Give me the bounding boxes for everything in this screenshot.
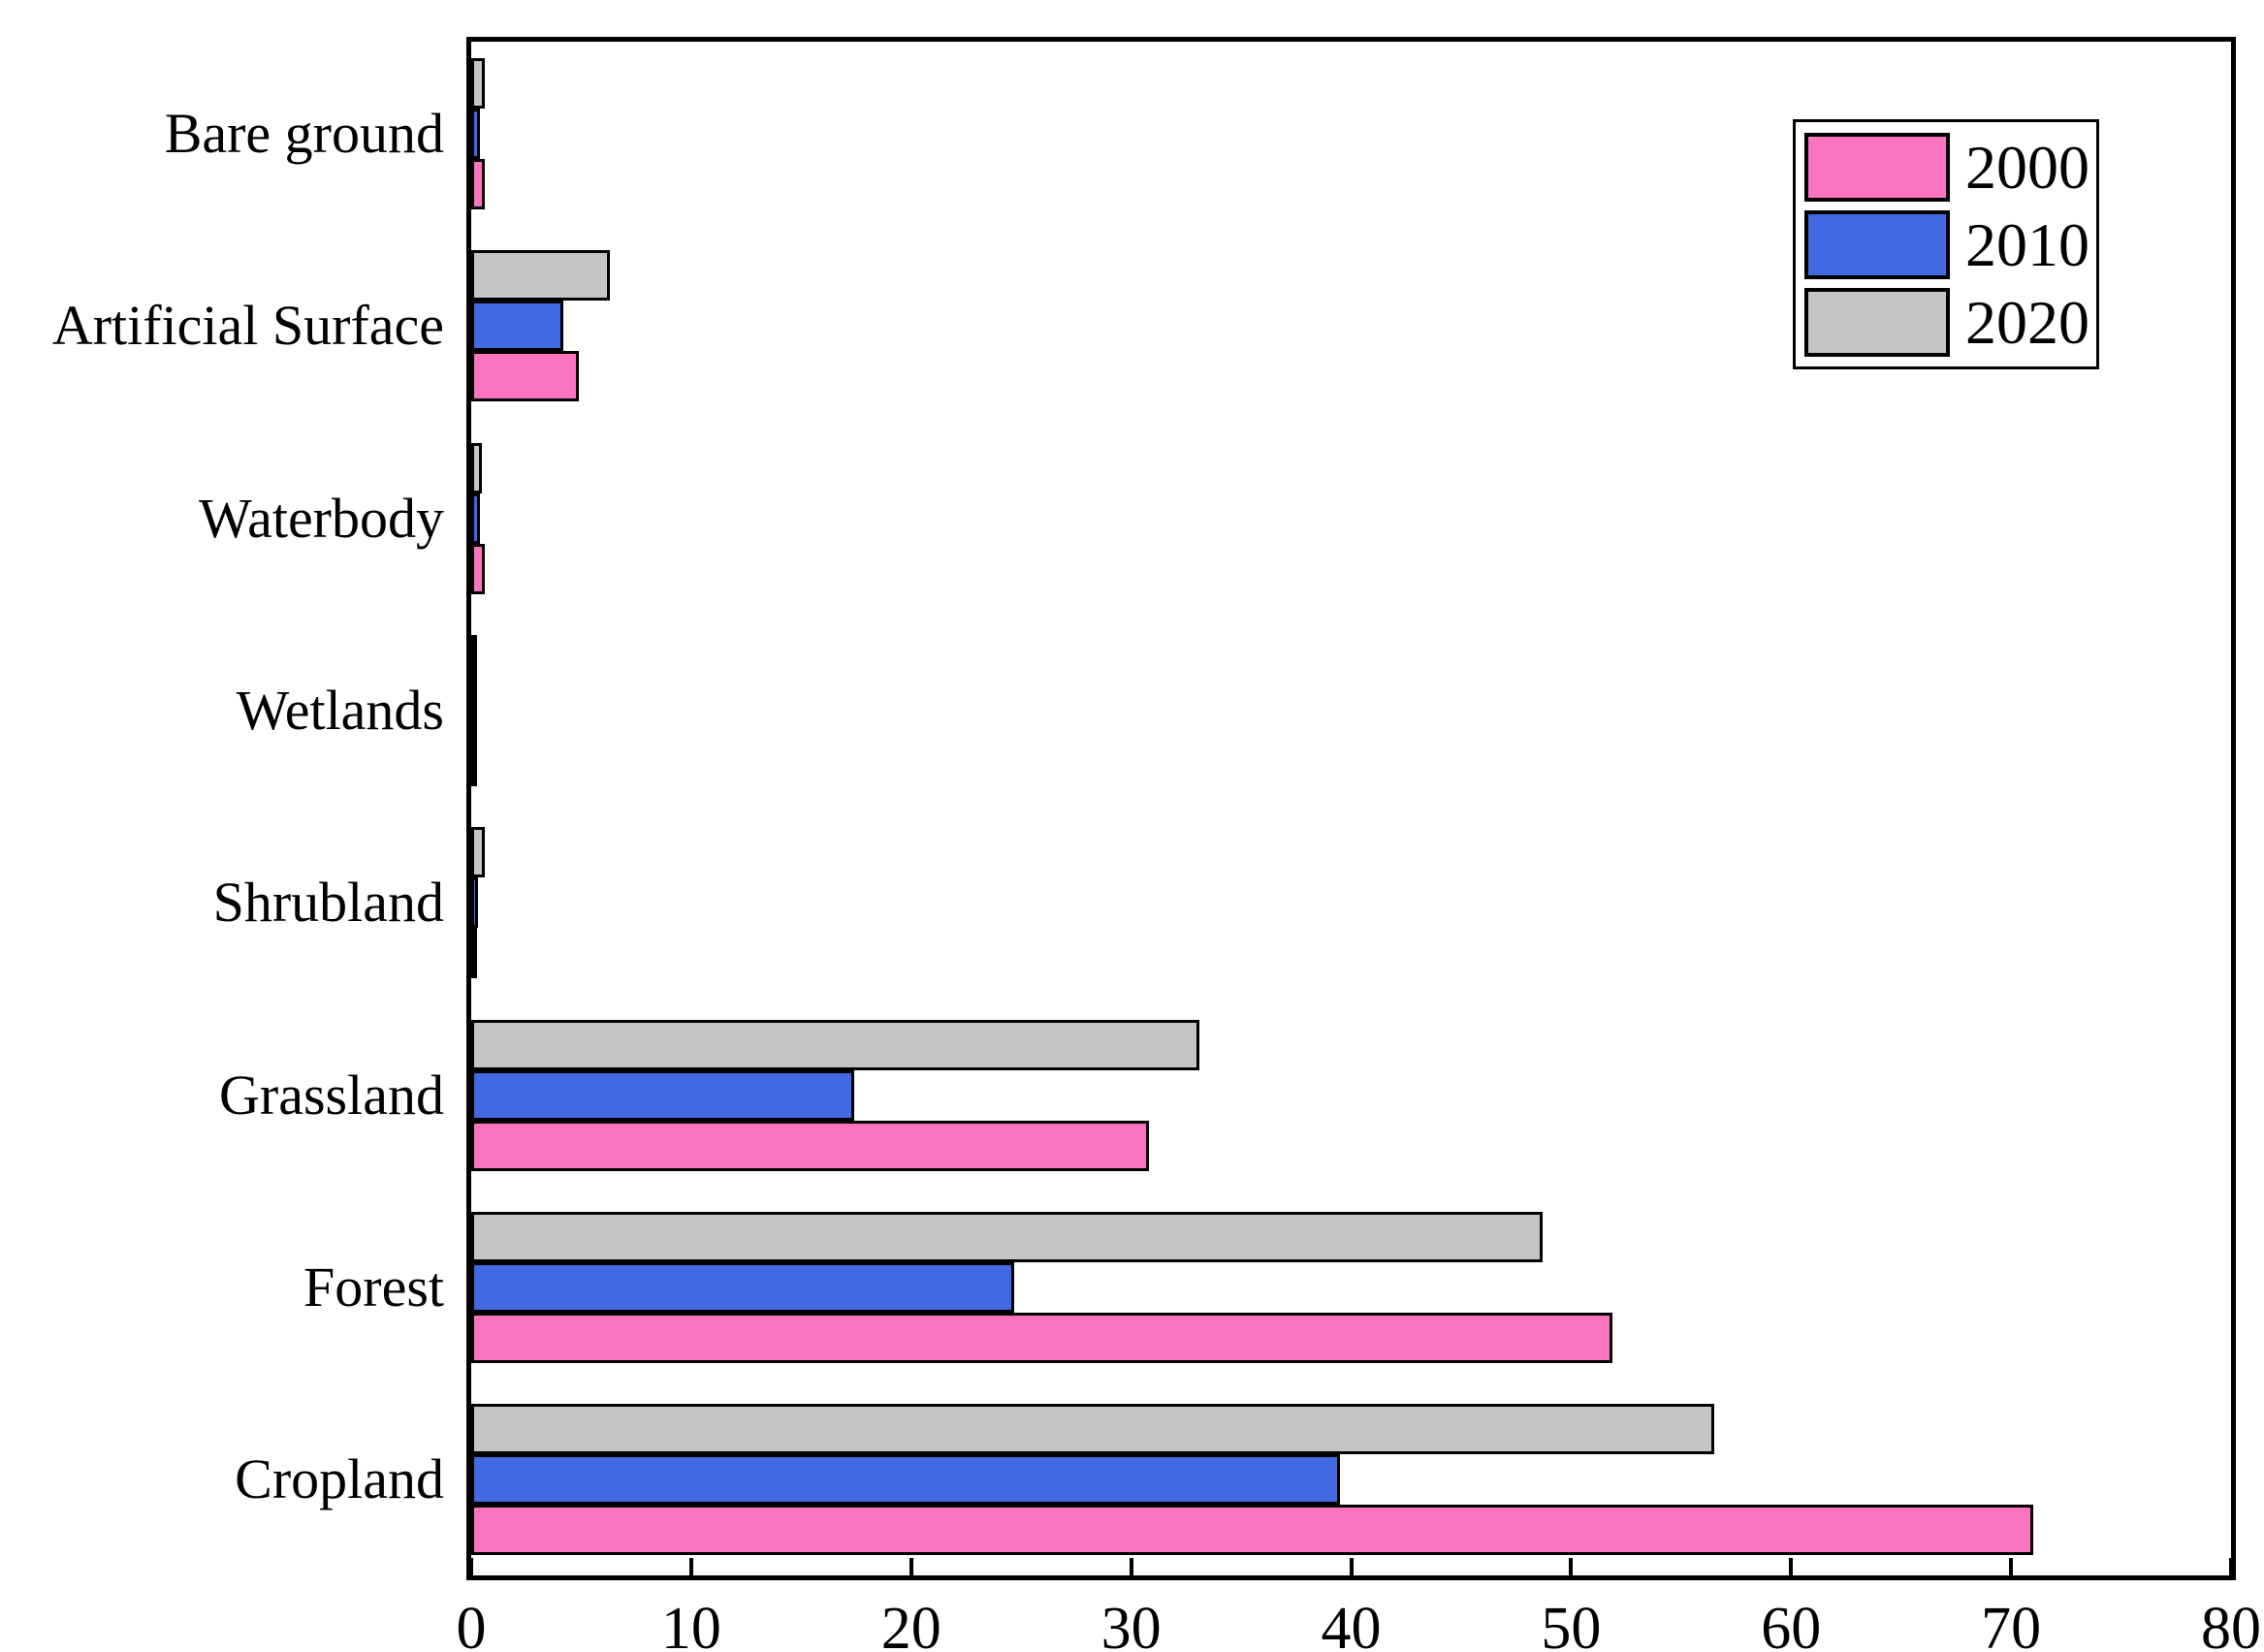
bar-forest-2010 (471, 1261, 1015, 1313)
x-tick-50 (1569, 1558, 1574, 1575)
category-label-bare-ground: Bare ground (164, 102, 444, 165)
bar-artificial-surface-2020 (471, 250, 610, 302)
bar-waterbody-2010 (471, 492, 481, 544)
category-label-wetlands: Wetlands (236, 678, 444, 742)
x-tick-label-0: 0 (456, 1596, 487, 1652)
bar-cropland-2010 (471, 1454, 1341, 1506)
x-tick-label-40: 40 (1321, 1596, 1382, 1652)
bar-bare-ground-2010 (471, 109, 481, 159)
bar-shrubland-2020 (471, 827, 485, 878)
bar-forest-2020 (471, 1211, 1543, 1262)
legend-swatch-2010 (1804, 210, 1950, 279)
x-tick-label-30: 30 (1100, 1596, 1162, 1652)
legend-entry-2010: 2010 (1804, 210, 2096, 279)
legend-swatch-2000 (1804, 133, 1950, 202)
x-tick-label-50: 50 (1541, 1596, 1602, 1652)
x-tick-10 (688, 1558, 693, 1575)
bar-wetlands-2020 (471, 634, 477, 685)
x-tick-label-80: 80 (2201, 1596, 2261, 1652)
x-tick-40 (1349, 1558, 1354, 1575)
category-label-cropland: Cropland (235, 1447, 444, 1511)
bar-artificial-surface-2010 (471, 301, 564, 352)
x-tick-label-20: 20 (880, 1596, 941, 1652)
category-label-grassland: Grassland (219, 1063, 444, 1127)
category-label-forest: Forest (303, 1255, 444, 1318)
legend: 2000 2010 2020 (1793, 119, 2099, 369)
x-tick-0 (469, 1558, 473, 1575)
x-tick-30 (1129, 1558, 1133, 1575)
bar-grassland-2000 (471, 1120, 1149, 1171)
legend-label-2010: 2010 (1965, 210, 2089, 279)
x-tick-label-60: 60 (1761, 1596, 1822, 1652)
bar-bare-ground-2020 (471, 58, 485, 109)
x-tick-label-10: 10 (660, 1596, 721, 1652)
x-tick-label-70: 70 (1981, 1596, 2042, 1652)
bar-forest-2000 (471, 1312, 1613, 1363)
bar-cropland-2000 (471, 1505, 2033, 1556)
category-label-waterbody: Waterbody (198, 486, 444, 550)
bar-grassland-2020 (471, 1019, 1199, 1070)
plot-area (466, 37, 2236, 1580)
category-label-shrubland: Shrubland (212, 871, 444, 935)
bar-waterbody-2000 (471, 543, 485, 594)
legend-swatch-2020 (1804, 288, 1950, 357)
bar-wetlands-2000 (471, 735, 477, 786)
x-tick-60 (1789, 1558, 1794, 1575)
x-tick-70 (2009, 1558, 2014, 1575)
category-label-artificial-surface: Artificial Surface (51, 294, 444, 358)
bar-grassland-2010 (471, 1069, 854, 1121)
bar-bare-ground-2000 (471, 159, 485, 209)
legend-label-2000: 2000 (1965, 133, 2089, 202)
bar-artificial-surface-2000 (471, 351, 580, 402)
bar-waterbody-2020 (471, 442, 483, 493)
legend-label-2020: 2020 (1965, 288, 2089, 357)
bar-wetlands-2010 (471, 684, 477, 736)
bar-shrubland-2010 (471, 877, 478, 929)
x-tick-80 (2229, 1558, 2233, 1575)
x-tick-20 (909, 1558, 913, 1575)
legend-entry-2000: 2000 (1804, 133, 2096, 202)
bar-cropland-2020 (471, 1404, 1714, 1455)
bar-shrubland-2000 (471, 928, 477, 979)
legend-entry-2020: 2020 (1804, 288, 2096, 357)
